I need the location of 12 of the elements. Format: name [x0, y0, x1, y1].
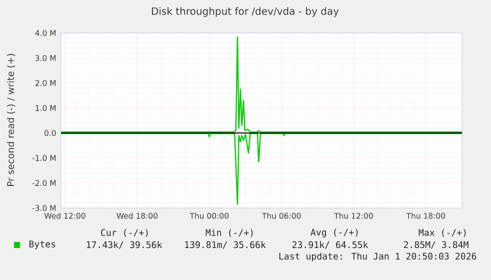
- y-axis-title: Pr second read (-) / write (+): [6, 54, 16, 186]
- text: Avg (-/+): [310, 228, 358, 238]
- chart-title: Disk throughput for /dev/vda - by day: [152, 7, 339, 17]
- text: 23.91k/ 64.55k: [292, 241, 368, 249]
- text: Max (-/+): [418, 228, 466, 238]
- text: 2.85M/ 3.84M: [404, 241, 468, 249]
- text: Last update: Thu Jan 1 20:50:03 2026: [279, 252, 476, 262]
- text: Min (-/+): [206, 228, 253, 238]
- text: Cur (-/+): [101, 228, 148, 238]
- text: 139.81m/ 35.66k: [185, 241, 266, 249]
- text: 17.43k/ 39.56k: [86, 241, 162, 249]
- legend-label: Bytes: [29, 240, 56, 250]
